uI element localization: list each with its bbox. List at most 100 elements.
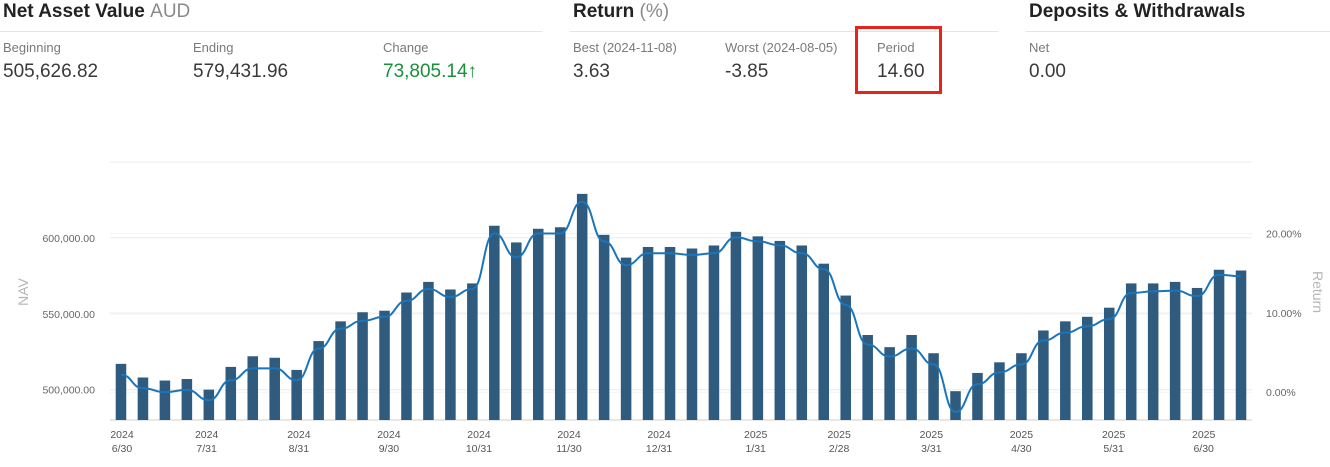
nav-bar bbox=[445, 289, 456, 420]
nav-bar bbox=[664, 246, 676, 420]
date-tick-year: 2024 bbox=[287, 429, 311, 441]
nav-tick-label: 600,000.00 bbox=[42, 233, 95, 245]
deposits-divider bbox=[1026, 31, 1330, 32]
nav-bars bbox=[115, 193, 1247, 420]
nav-change: Change 73,805.14↑ bbox=[383, 40, 477, 83]
nav-divider bbox=[0, 31, 542, 32]
date-tick-year: 2025 bbox=[1192, 429, 1216, 441]
date-tick-year: 2024 bbox=[647, 429, 671, 441]
chart-grid bbox=[110, 161, 1252, 421]
nav-section-title: Net Asset Value AUD bbox=[3, 0, 190, 24]
date-tick-day: 7/31 bbox=[196, 443, 217, 455]
date-tick-day: 5/31 bbox=[1103, 443, 1124, 455]
nav-bar bbox=[620, 257, 632, 420]
nav-bar bbox=[1016, 353, 1027, 420]
nav-bar bbox=[884, 347, 895, 420]
date-tick-year: 2025 bbox=[744, 429, 768, 441]
return-best-label: Best (2024-11-08) bbox=[573, 40, 677, 55]
nav-bar bbox=[159, 380, 171, 420]
return-worst-label: Worst (2024-08-05) bbox=[725, 40, 838, 55]
nav-bar bbox=[423, 281, 434, 420]
date-tick-year: 2025 bbox=[920, 429, 944, 441]
nav-bar bbox=[906, 335, 917, 420]
nav-bar bbox=[752, 236, 764, 420]
nav-bar bbox=[972, 372, 983, 420]
nav-bar bbox=[774, 240, 786, 420]
nav-bar bbox=[994, 362, 1005, 420]
return-period-value: 14.60 bbox=[877, 61, 925, 82]
nav-bar bbox=[598, 234, 610, 420]
date-tick-year: 2024 bbox=[377, 429, 401, 441]
nav-bar bbox=[1169, 281, 1181, 420]
return-best: Best (2024-11-08) 3.63 bbox=[573, 40, 677, 83]
nav-bar bbox=[313, 341, 324, 420]
nav-bar bbox=[247, 356, 259, 420]
return-axis: 0.00% 10.00% 20.00% bbox=[1266, 228, 1302, 399]
nav-bar bbox=[357, 312, 368, 420]
nav-beginning-value: 505,626.82 bbox=[3, 61, 99, 82]
nav-bar bbox=[928, 353, 939, 420]
nav-bar bbox=[642, 246, 654, 420]
nav-beginning: Beginning 505,626.82 bbox=[3, 40, 98, 83]
return-divider bbox=[570, 31, 998, 32]
nav-bar bbox=[1191, 287, 1203, 420]
date-tick-day: 6/30 bbox=[1193, 443, 1214, 455]
return-tick-label: 10.00% bbox=[1266, 308, 1302, 320]
nav-bar bbox=[862, 335, 873, 420]
return-unit: (%) bbox=[639, 1, 670, 22]
nav-bar bbox=[1235, 270, 1247, 420]
nav-bar bbox=[225, 366, 237, 420]
return-period: Period 14.60 bbox=[877, 40, 925, 83]
nav-bar bbox=[1147, 283, 1159, 420]
date-tick-year: 2025 bbox=[1102, 429, 1126, 441]
return-section: Return (%) bbox=[573, 0, 669, 24]
date-tick-day: 1/31 bbox=[745, 443, 766, 455]
nav-bar bbox=[1125, 283, 1137, 420]
return-worst: Worst (2024-08-05) -3.85 bbox=[725, 40, 837, 83]
nav-change-value-wrap: 73,805.14↑ bbox=[383, 61, 477, 83]
nav-bar bbox=[576, 193, 588, 420]
date-tick-day: 11/30 bbox=[556, 443, 582, 455]
date-tick-day: 6/30 bbox=[112, 443, 133, 455]
nav-bar bbox=[840, 295, 851, 420]
return-axis-title: Return bbox=[1310, 271, 1326, 313]
nav-bar bbox=[511, 242, 522, 420]
return-line bbox=[120, 200, 1242, 414]
date-tick-year: 2025 bbox=[1010, 429, 1034, 441]
nav-tick-label: 550,000.00 bbox=[42, 309, 95, 321]
return-section-title: Return (%) bbox=[573, 0, 669, 24]
nav-bar bbox=[686, 248, 698, 420]
nav-bar bbox=[269, 357, 280, 420]
nav-currency: AUD bbox=[150, 1, 191, 22]
nav-bar bbox=[730, 231, 742, 420]
nav-tick-label: 500,000.00 bbox=[42, 385, 95, 397]
return-period-label: Period bbox=[877, 40, 915, 55]
date-tick-day: 2/28 bbox=[829, 443, 850, 455]
date-tick-year: 2024 bbox=[467, 429, 491, 441]
return-worst-value: -3.85 bbox=[725, 61, 769, 82]
date-axis: 2024 6/30 2024 7/31 2024 8/31 2024 9/30 2024 10/3… bbox=[110, 429, 1215, 455]
date-tick-year: 2025 bbox=[827, 429, 851, 441]
return-tick-label: 0.00% bbox=[1266, 387, 1296, 399]
period-highlight-box bbox=[855, 26, 942, 94]
date-tick-year: 2024 bbox=[110, 429, 134, 441]
nav-bar bbox=[1060, 321, 1071, 420]
nav-bar bbox=[181, 379, 193, 420]
return-title: Return bbox=[573, 1, 635, 22]
nav-bar bbox=[708, 245, 720, 420]
nav-bar bbox=[1038, 330, 1049, 420]
nav-bar bbox=[554, 227, 566, 420]
date-tick-day: 9/30 bbox=[379, 443, 400, 455]
nav-bar bbox=[489, 225, 500, 420]
deposits-net-label: Net bbox=[1029, 40, 1050, 55]
date-tick-day: 4/30 bbox=[1011, 443, 1032, 455]
nav-axis-title: NAV bbox=[15, 277, 31, 305]
nav-return-chart: 500,000.00 550,000.00 600,000.00 0.00% 10.0… bbox=[15, 161, 1326, 455]
nav-bar bbox=[291, 369, 302, 420]
date-tick-day: 12/31 bbox=[646, 443, 672, 455]
nav-ending: Ending 579,431.96 bbox=[193, 40, 288, 83]
nav-bar bbox=[467, 283, 478, 420]
nav-title: Net Asset Value bbox=[3, 1, 145, 22]
deposits-net: Net 0.00 bbox=[1029, 40, 1066, 83]
return-tick-label: 20.00% bbox=[1266, 228, 1302, 240]
